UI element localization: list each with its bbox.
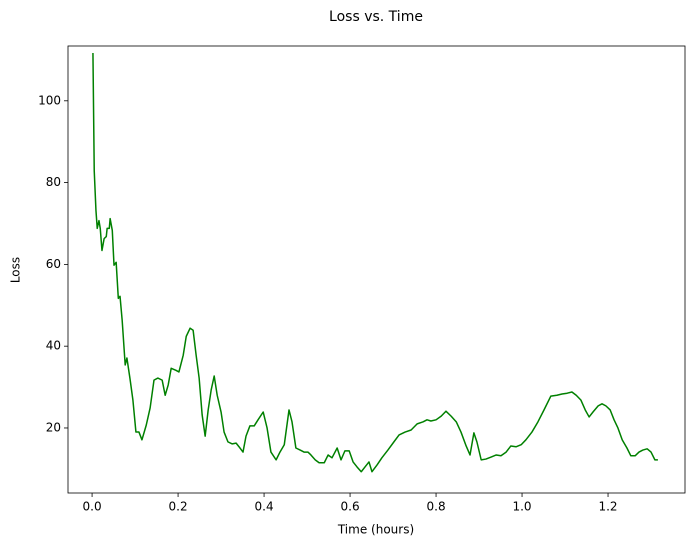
x-tick-label: 0.8 — [427, 500, 446, 514]
chart-title: Loss vs. Time — [329, 9, 423, 25]
x-tick-label: 0.4 — [255, 500, 274, 514]
plot-frame — [67, 45, 686, 494]
y-tick-label: 20 — [46, 420, 61, 434]
y-tick-label: 80 — [46, 175, 61, 189]
line — [92, 52, 658, 473]
y-tick-label: 60 — [46, 257, 61, 271]
x-tick-label: 0.0 — [83, 500, 102, 514]
x-axis-label: Time (hours) — [337, 523, 414, 537]
x-tick-label: 1.0 — [512, 500, 531, 514]
x-tick-label: 1.2 — [598, 500, 617, 514]
x-tick-label: 0.6 — [341, 500, 360, 514]
y-tick-label: 100 — [38, 93, 61, 107]
x-tick-label: 0.2 — [169, 500, 188, 514]
y-axis-label: Loss — [9, 257, 23, 283]
y-tick-label: 40 — [46, 339, 61, 353]
